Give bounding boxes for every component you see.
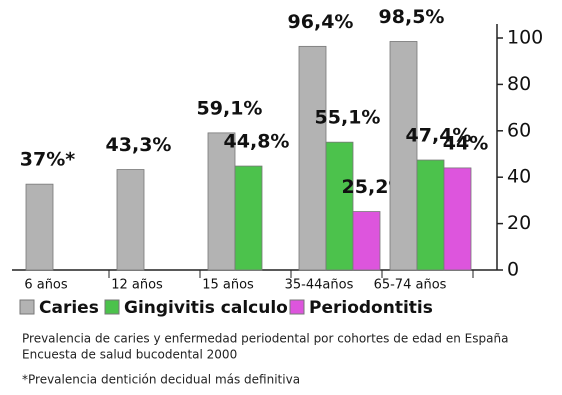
value-label: 37%* — [20, 149, 75, 171]
bar — [389, 41, 418, 271]
value-label: 47,4% — [406, 125, 472, 147]
value-label: 44% — [443, 132, 488, 154]
note: *Prevalencia dentición decidual más defi… — [22, 373, 300, 387]
value-label: 98,5% — [379, 6, 445, 28]
legend-swatch — [289, 299, 305, 315]
bar — [25, 183, 54, 271]
x-tick-label: 65-74 años — [374, 278, 447, 293]
bar — [325, 141, 354, 271]
y-tick-label: 100 — [507, 27, 543, 49]
legend-label: Gingivitis calculo — [124, 298, 288, 318]
legend-swatch — [19, 299, 35, 315]
value-label: 43,3% — [106, 134, 172, 156]
bar — [352, 211, 381, 271]
x-tick-label: 6 años — [24, 278, 68, 293]
value-label: 96,4% — [288, 11, 354, 33]
bar — [298, 45, 327, 271]
y-tick-label: 0 — [507, 259, 519, 281]
bar — [234, 165, 263, 271]
legend-swatch — [104, 299, 120, 315]
x-tick-label: 35-44años — [285, 278, 354, 293]
y-tick-label: 40 — [507, 166, 531, 188]
y-tick-label: 20 — [507, 212, 531, 234]
legend-label: Periodontitis — [309, 298, 433, 318]
y-tick-label: 60 — [507, 119, 531, 141]
bar — [207, 132, 236, 271]
legend-label: Caries — [39, 298, 99, 318]
value-label: 55,1% — [315, 107, 381, 129]
x-tick-label: 12 años — [111, 278, 163, 293]
bar — [116, 169, 145, 271]
y-tick-label: 80 — [507, 73, 531, 95]
bar — [443, 167, 472, 271]
note: Prevalencia de caries y enfermedad perio… — [22, 332, 508, 346]
value-label: 59,1% — [197, 97, 263, 119]
bar — [416, 159, 445, 271]
x-tick-label: 15 años — [202, 278, 254, 293]
note: Encuesta de salud bucodental 2000 — [22, 348, 237, 362]
value-label: 44,8% — [224, 131, 290, 153]
